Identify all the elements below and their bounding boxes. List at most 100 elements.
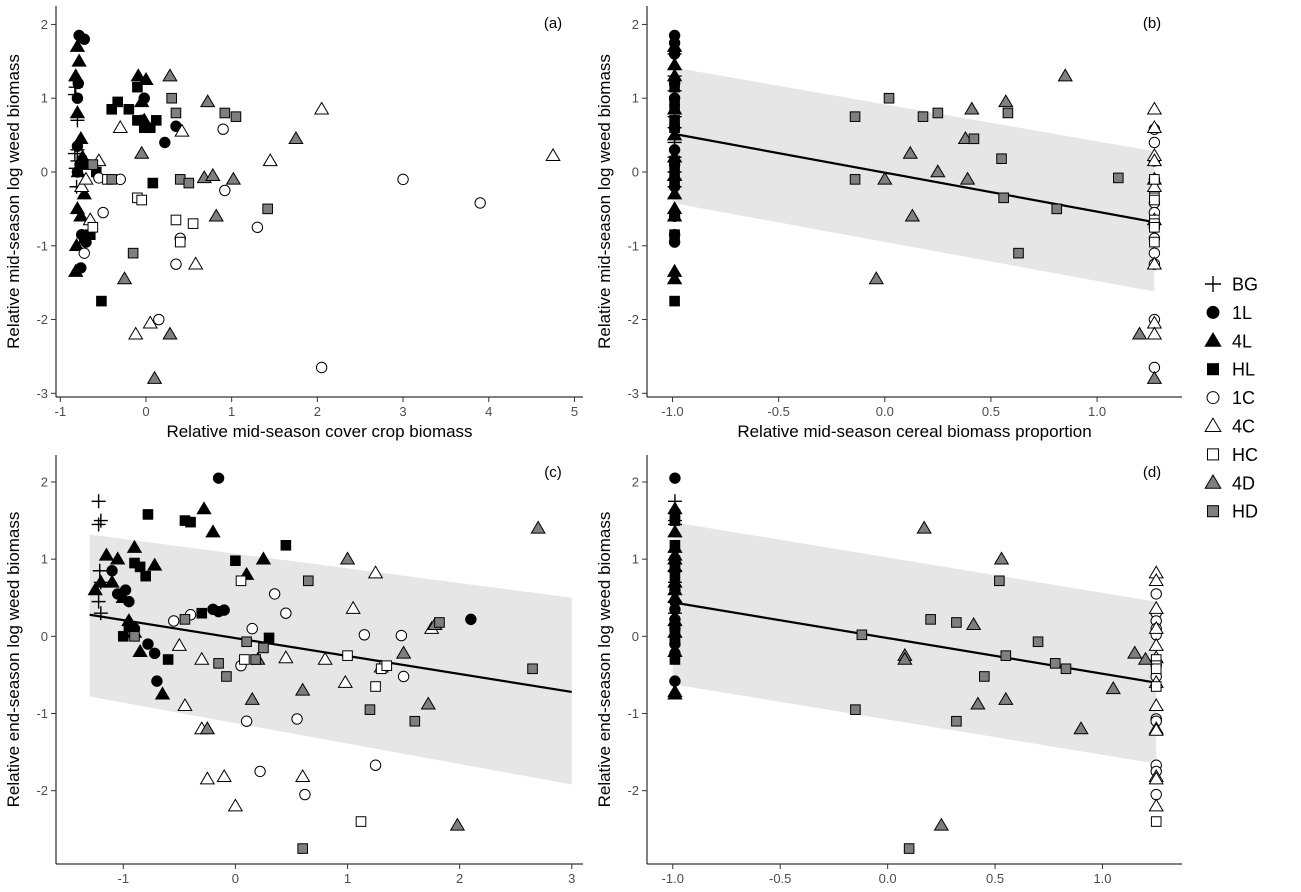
- panel-c-y-tick-label: 1: [41, 552, 48, 567]
- panel-c-point-1c: [299, 788, 311, 801]
- panel-d-point-hc: [1150, 816, 1162, 827]
- panel-b-point-4d: [930, 164, 946, 178]
- panel-a-y-tick-label: -3: [36, 386, 48, 401]
- panel-b-point-hd: [932, 107, 944, 119]
- panel-d-point-hd: [856, 629, 868, 641]
- panel-a-point-1c: [97, 206, 109, 219]
- panel-a-point-1c: [251, 221, 264, 234]
- panel-c-point-1l: [142, 638, 154, 650]
- panel-d-point-4c: [1148, 698, 1164, 712]
- panel-a-point-1l: [78, 33, 90, 45]
- panel-c-point-hd: [179, 614, 191, 625]
- panel-a-point-4l: [68, 237, 85, 252]
- panel-c-point-4l: [115, 589, 131, 604]
- panel-a-point-hc: [187, 218, 199, 229]
- panel-c-point-hc: [381, 660, 393, 671]
- panel-c-point-4c: [177, 698, 193, 712]
- panel-a-point-hl: [123, 103, 135, 115]
- panel-a-point-4l: [134, 94, 150, 108]
- panel-c-point-4d: [395, 645, 412, 659]
- panel-c-point-4l: [87, 582, 103, 596]
- panel-a-point-1c: [474, 197, 486, 209]
- panel-c-point-4c: [227, 798, 244, 812]
- panel-b-confidence-band: [672, 67, 1155, 292]
- panel-d-point-1l: [669, 603, 681, 616]
- legend-marker-4c: [1204, 417, 1222, 432]
- legend: BG 1L 4L HL 1C 4C HC 4D HD: [1204, 275, 1258, 522]
- panel-d-x-axis-title: Relative end-season cereal biomass propo…: [737, 889, 1092, 892]
- panel-c-point-4c: [199, 771, 216, 785]
- panel-a-point-4l: [73, 208, 89, 222]
- panel-a-point-4c: [545, 147, 561, 162]
- panel-b-y-tick-label: 2: [632, 17, 639, 32]
- panel-c-point-4l: [109, 551, 126, 565]
- panel-b-y-axis-title: Relative mid-season log weed biomass: [595, 54, 614, 349]
- panel-c-point-hd: [297, 843, 308, 854]
- panel-a-point-hd: [87, 159, 99, 170]
- legend-item-4c: 4C: [1204, 417, 1255, 437]
- panel-c-point-4c: [345, 600, 361, 614]
- panel-c-point-1c: [397, 670, 410, 683]
- panel-b-point-4l: [666, 38, 683, 52]
- panel-d-point-4l: [667, 686, 683, 700]
- panel-a-point-4l: [73, 131, 89, 145]
- panel-d-point-4d: [897, 651, 913, 665]
- panel-d-point-4c: [1148, 771, 1164, 785]
- panel-c-y-tick-label: -1: [36, 706, 48, 721]
- panel-b-point-hd: [849, 111, 861, 122]
- legend-label-1l: 1L: [1232, 303, 1252, 323]
- panel-b-point-hl: [669, 295, 680, 307]
- legend-marker-1l: [1206, 305, 1220, 319]
- panel-d-point-4l: [667, 524, 683, 538]
- panel-c-point-hd: [409, 715, 421, 727]
- legend-item-hc: HC: [1206, 445, 1258, 465]
- panel-a-point-hc: [87, 222, 99, 233]
- panel-a-y-tick-label: -1: [36, 238, 48, 253]
- panel-a-point-1c: [217, 123, 229, 135]
- panel-b-point-4d: [877, 171, 893, 185]
- panel-c-point-1c: [254, 765, 266, 778]
- panel-b-point-4c: [1146, 326, 1163, 340]
- panel-a-point-4d: [146, 370, 163, 384]
- panel-d-point-4c: [1148, 620, 1164, 634]
- panel-d-y-tick-label: -2: [627, 783, 639, 798]
- panel-c-point-hl: [142, 509, 154, 520]
- panel-d-point-4c: [1148, 600, 1164, 614]
- legend-item-4l: 4L: [1204, 331, 1252, 351]
- panel-c-point-hl: [280, 539, 292, 551]
- panel-b-x-axis-title: Relative mid-season cereal biomass propo…: [737, 422, 1091, 441]
- panel-b-point-hd: [1013, 247, 1024, 259]
- panel-d-x-tick-label: -0.5: [769, 871, 791, 886]
- panel-d-point-4d: [1105, 681, 1121, 695]
- panel-c-point-1c: [268, 588, 281, 600]
- panel-c-point-1c: [291, 713, 303, 725]
- panel-a-point-4l: [130, 68, 146, 82]
- panel-c-label: (c): [544, 464, 562, 481]
- panel-b-point-4c: [1146, 153, 1163, 167]
- legend-marker-hl: [1206, 363, 1220, 376]
- panel-a-point-hl: [106, 103, 117, 115]
- panel-d-y-tick-label: -1: [627, 706, 639, 721]
- panel-d-point-4c: [1148, 722, 1164, 736]
- panel-b-point-4l: [666, 57, 683, 71]
- panel-c-point-hl: [263, 632, 275, 644]
- panel-c-point-1l: [106, 565, 118, 577]
- panel-c-point-hc: [370, 681, 381, 692]
- panel-d-point-hd: [1000, 650, 1012, 661]
- panel-b-point-4d: [1146, 370, 1163, 384]
- panel-c-point-4l: [104, 574, 120, 588]
- panel-b-point-hd: [1002, 107, 1014, 119]
- panel-a-point-4d: [208, 208, 224, 222]
- panel-c-point-4d: [339, 551, 356, 565]
- legend-marker-4l: [1204, 331, 1222, 347]
- panel-d-point-hd: [951, 617, 962, 628]
- panel-a-point-4c: [313, 101, 330, 115]
- panel-b-x-tick-label: 1.0: [1088, 404, 1106, 419]
- panel-d-point-4d: [965, 616, 982, 631]
- panel-a-point-1c: [397, 173, 409, 186]
- panel-d-point-hl: [669, 539, 681, 551]
- panel-b-point-hd: [996, 153, 1007, 165]
- panel-d-y-tick-label: 2: [632, 475, 639, 490]
- panel-c-point-4l: [93, 574, 109, 588]
- panel-c-point-4c: [295, 769, 311, 783]
